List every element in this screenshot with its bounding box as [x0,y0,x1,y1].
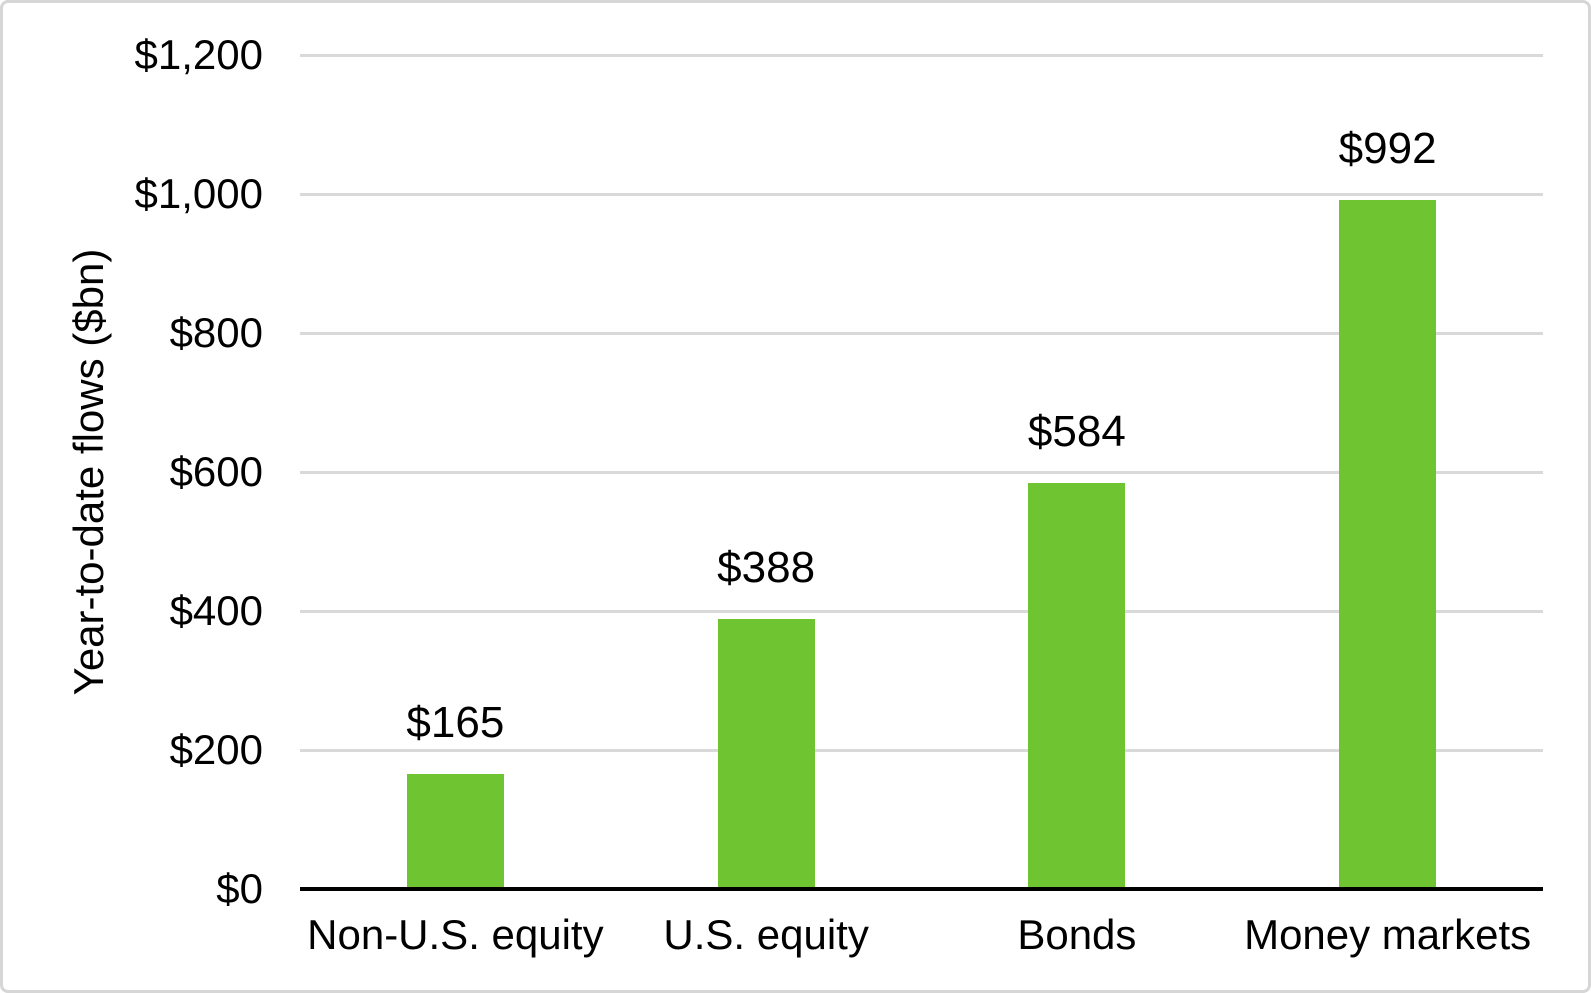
bar-bonds [1028,483,1126,889]
bar-value-label-non-u-s-equity: $165 [406,698,505,748]
y-tick-label: $400 [169,587,263,634]
gridline [300,748,1543,752]
gridline [300,53,1543,57]
bar-value-label-u-s-equity: $388 [717,543,816,593]
bar-u-s-equity [717,619,815,889]
gridline [300,470,1543,474]
x-category-label-u-s-equity: U.S. equity [663,911,869,958]
bar-non-u-s-equity [406,774,504,889]
gridline [300,609,1543,613]
y-tick-label: $200 [169,726,263,773]
x-axis-line [300,887,1543,891]
y-tick-label: $0 [216,865,263,912]
y-tick-label: $1,000 [134,170,263,217]
y-tick-label: $600 [169,448,263,495]
x-category-label-non-u-s-equity: Non-U.S. equity [307,911,604,958]
bar-value-label-money-markets: $992 [1338,123,1437,173]
gridline [300,331,1543,335]
bar-money-markets [1339,199,1437,889]
x-category-label-bonds: Bonds [1017,911,1137,958]
y-tick-label: $1,200 [134,31,263,78]
x-category-label-money-markets: Money markets [1244,911,1532,958]
bar-value-label-bonds: $584 [1027,407,1126,457]
gridline [300,192,1543,196]
y-tick-label: $800 [169,309,263,356]
